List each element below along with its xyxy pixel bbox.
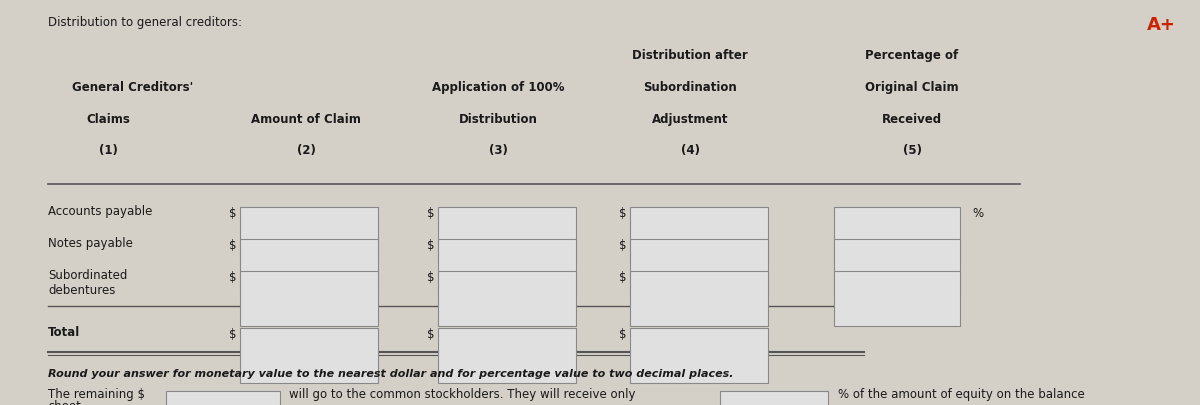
Bar xyxy=(834,207,960,261)
Text: Subordination: Subordination xyxy=(643,81,737,94)
Text: sheet.: sheet. xyxy=(48,400,85,405)
Text: (2): (2) xyxy=(296,144,316,157)
Bar xyxy=(630,207,768,261)
Text: Subordinated
debentures: Subordinated debentures xyxy=(48,269,127,297)
Bar xyxy=(630,239,768,294)
Text: Amount of Claim: Amount of Claim xyxy=(251,113,361,126)
Bar xyxy=(438,239,576,294)
Bar xyxy=(720,391,828,405)
Text: $: $ xyxy=(427,328,434,341)
Text: Accounts payable: Accounts payable xyxy=(48,205,152,217)
Text: (1): (1) xyxy=(98,144,118,157)
Text: Application of 100%: Application of 100% xyxy=(432,81,564,94)
Bar xyxy=(438,207,576,261)
Text: Total: Total xyxy=(48,326,80,339)
Text: $: $ xyxy=(229,207,236,220)
Text: % of the amount of equity on the balance: % of the amount of equity on the balance xyxy=(838,388,1085,401)
Text: (3): (3) xyxy=(488,144,508,157)
Text: will go to the common stockholders. They will receive only: will go to the common stockholders. They… xyxy=(289,388,636,401)
Text: $: $ xyxy=(619,239,626,252)
Text: $: $ xyxy=(619,207,626,220)
Bar xyxy=(240,271,378,326)
Text: Distribution after: Distribution after xyxy=(632,49,748,62)
Bar xyxy=(240,207,378,261)
Text: $: $ xyxy=(229,271,236,284)
Text: (4): (4) xyxy=(680,144,700,157)
Text: Received: Received xyxy=(882,113,942,126)
Text: $: $ xyxy=(427,207,434,220)
Bar xyxy=(438,328,576,383)
Text: Distribution to general creditors:: Distribution to general creditors: xyxy=(48,16,242,29)
Text: %: % xyxy=(972,207,983,220)
Text: $: $ xyxy=(427,239,434,252)
Bar xyxy=(834,239,960,294)
Text: General Creditors': General Creditors' xyxy=(72,81,193,94)
Text: $: $ xyxy=(229,239,236,252)
Text: Notes payable: Notes payable xyxy=(48,237,133,250)
Text: $: $ xyxy=(427,271,434,284)
Text: Original Claim: Original Claim xyxy=(865,81,959,94)
Text: A+: A+ xyxy=(1147,16,1176,34)
Text: Percentage of: Percentage of xyxy=(865,49,959,62)
Text: $: $ xyxy=(229,328,236,341)
Text: $: $ xyxy=(619,328,626,341)
Text: Adjustment: Adjustment xyxy=(652,113,728,126)
Text: Distribution: Distribution xyxy=(458,113,538,126)
Bar xyxy=(630,328,768,383)
Text: Claims: Claims xyxy=(86,113,130,126)
Text: The remaining $: The remaining $ xyxy=(48,388,145,401)
Bar xyxy=(240,328,378,383)
Bar xyxy=(834,271,960,326)
Bar xyxy=(438,271,576,326)
Text: $: $ xyxy=(619,271,626,284)
Text: (5): (5) xyxy=(902,144,922,157)
Text: Round your answer for monetary value to the nearest dollar and for percentage va: Round your answer for monetary value to … xyxy=(48,369,733,379)
Bar xyxy=(240,239,378,294)
Bar xyxy=(166,391,280,405)
Bar xyxy=(630,271,768,326)
